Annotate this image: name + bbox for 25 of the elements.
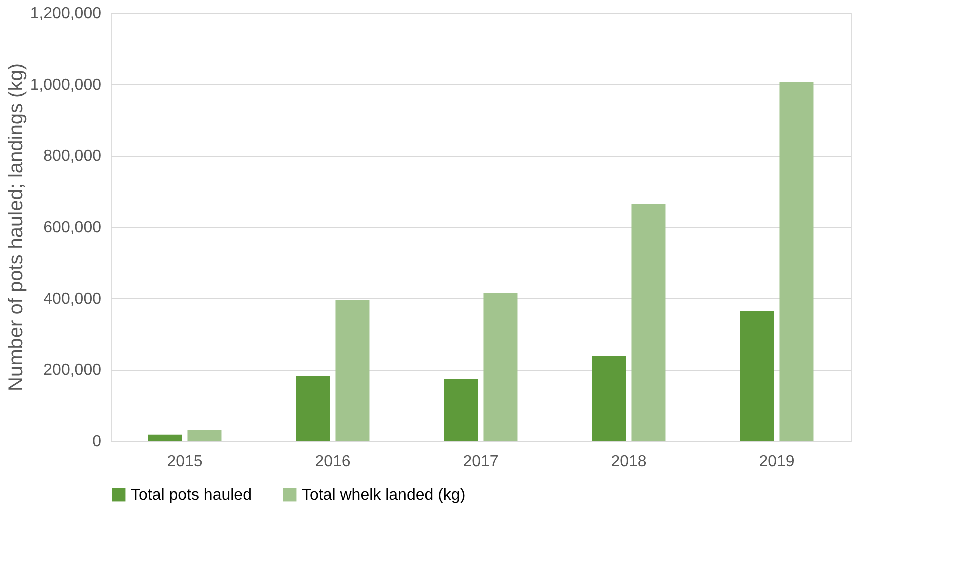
y-tick-label: 400,000: [44, 290, 102, 308]
legend-label: Total whelk landed (kg): [302, 487, 466, 504]
x-tick-label: 2015: [167, 454, 203, 470]
y-tick-label: 1,200,000: [30, 6, 102, 22]
bar: [632, 204, 666, 441]
bar: [336, 300, 370, 441]
bar: [740, 311, 774, 441]
y-tick-label: 1,000,000: [30, 76, 102, 94]
y-tick-label: 200,000: [44, 362, 102, 380]
y-tick-label: 0: [92, 434, 102, 450]
bar: [780, 82, 814, 441]
bar: [592, 356, 626, 441]
bar: [296, 376, 330, 441]
y-axis-title: Number of pots hauled; landings (kg): [5, 64, 28, 392]
x-tick-label: 2019: [759, 454, 795, 470]
bar: [188, 430, 222, 441]
y-tick-label: 800,000: [44, 148, 102, 166]
x-tick-label: 2017: [463, 454, 499, 470]
x-tick-label: 2016: [315, 454, 351, 470]
legend-label: Total pots hauled: [131, 487, 252, 504]
bar: [444, 378, 478, 441]
x-tick-label: 2018: [611, 454, 647, 470]
bar: [148, 434, 182, 441]
y-tick-label: 600,000: [44, 220, 102, 236]
bar: [484, 292, 518, 441]
